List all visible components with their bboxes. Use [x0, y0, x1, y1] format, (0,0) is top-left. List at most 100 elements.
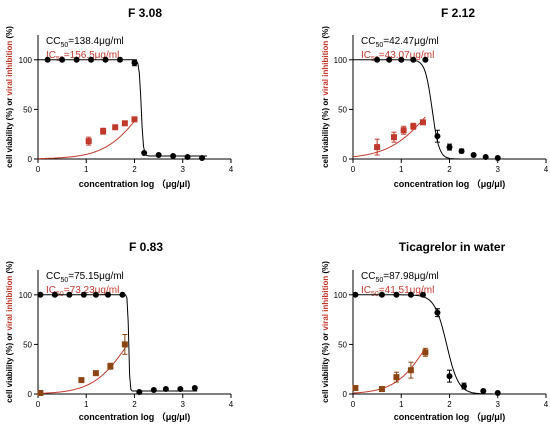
chart-panel-3: F 0.83 0 50 100 0 1 2 3 4 concentration log （μg/μ… — [5, 240, 234, 422]
ic50-annotation: IC50=156.5μg/ml — [46, 50, 119, 63]
y-axis-label-part: (%) — [321, 261, 330, 276]
fit-curve-viability — [353, 294, 498, 395]
data-point-viability — [37, 291, 44, 298]
data-point-viability — [117, 56, 124, 63]
x-axis-label: concentration log （μg/μl) — [394, 412, 506, 422]
data-point-inhibition — [352, 385, 359, 392]
data-point-inhibition — [112, 124, 119, 131]
data-point-viability — [66, 291, 73, 298]
y-axis-label-part: cell viability (%) or — [5, 95, 14, 167]
data-point-viability — [434, 309, 441, 316]
data-point-viability — [184, 154, 191, 161]
data-point-inhibition — [410, 123, 417, 130]
y-axis-label-part: (%) — [5, 26, 14, 41]
cc50-prefix: CC — [361, 271, 375, 282]
y-axis-label-part: viral inhibition — [321, 41, 330, 96]
data-point-viability — [162, 386, 169, 393]
y-tick-label: 0 — [28, 155, 33, 164]
ic50-value: =41.51μg/ml — [379, 285, 435, 296]
cc50-annotation: CC50=42.47μg/ml — [361, 36, 439, 49]
cc50-value: =42.47μg/ml — [383, 36, 439, 47]
x-tick-label: 1 — [399, 400, 404, 409]
data-point-viability — [88, 56, 95, 63]
data-point-viability — [460, 383, 467, 390]
data-point-viability — [386, 56, 393, 63]
data-point-viability — [398, 56, 405, 63]
data-point-viability — [419, 291, 426, 298]
data-point-inhibition — [407, 367, 414, 374]
x-tick-label: 0 — [36, 400, 41, 409]
x-tick-label: 1 — [399, 165, 404, 174]
cc50-prefix: CC — [361, 36, 375, 47]
cc50-prefix: CC — [46, 271, 60, 282]
y-tick-label: 100 — [19, 291, 33, 300]
cc50-prefix: CC — [46, 36, 60, 47]
data-point-inhibition — [121, 120, 128, 127]
data-point-viability — [141, 150, 148, 157]
data-point-viability — [407, 291, 414, 298]
cc50-value: =87.98μg/ml — [383, 271, 439, 282]
y-axis-label-part: viral inhibition — [5, 41, 14, 96]
data-point-viability — [480, 388, 487, 395]
fit-curve-viability — [38, 59, 207, 157]
y-tick-label: 50 — [23, 340, 32, 349]
x-tick-label: 2 — [447, 165, 452, 174]
data-point-viability — [177, 386, 184, 393]
data-point-viability — [422, 56, 429, 63]
data-point-viability — [102, 56, 109, 63]
x-tick-label: 0 — [351, 400, 356, 409]
ic50-prefix: IC — [361, 50, 371, 61]
y-axis-label-part: viral inhibition — [321, 276, 330, 331]
x-tick-label: 4 — [229, 165, 234, 174]
x-tick-label: 4 — [229, 400, 234, 409]
x-tick-label: 2 — [132, 165, 137, 174]
data-point-viability — [410, 56, 417, 63]
y-tick-label: 0 — [28, 390, 33, 399]
data-point-inhibition — [391, 134, 398, 141]
x-tick-label: 1 — [84, 400, 89, 409]
data-point-viability — [446, 144, 453, 151]
data-point-viability — [104, 291, 111, 298]
fit-curve-inhibition — [353, 116, 426, 158]
data-point-viability — [51, 291, 58, 298]
y-axis-label-part: (%) — [5, 261, 14, 276]
fit-curve-inhibition — [38, 344, 128, 394]
chart-panel-1: F 3.08 0 50 100 0 1 2 3 4 concentration log （μg/μ… — [5, 6, 234, 189]
cc50-subscript: 50 — [375, 277, 383, 284]
data-point-viability — [374, 56, 381, 63]
data-point-viability — [494, 390, 501, 397]
x-tick-label: 3 — [181, 165, 186, 174]
ic50-prefix: IC — [361, 285, 371, 296]
data-point-viability — [199, 155, 206, 162]
ic50-value: =43.07μg/ml — [379, 50, 435, 61]
data-point-inhibition — [78, 377, 85, 384]
chart-title: Ticagrelor in water — [399, 240, 506, 254]
ic50-value: =73.23μg/ml — [64, 285, 120, 296]
fit-curve-inhibition — [352, 347, 426, 394]
ic50-prefix: IC — [46, 50, 56, 61]
data-point-inhibition — [419, 119, 426, 126]
data-point-viability — [136, 389, 143, 396]
y-axis-label: cell viability (%) or viral inhibition (… — [5, 261, 14, 403]
fit-curve-inhibition — [38, 117, 138, 160]
x-tick-label: 1 — [84, 165, 89, 174]
cc50-annotation: CC50=138.4μg/ml — [46, 36, 124, 49]
data-point-viability — [191, 385, 198, 392]
data-point-inhibition — [85, 138, 92, 145]
data-point-viability — [378, 291, 385, 298]
y-axis-label-part: cell viability (%) or — [5, 330, 14, 402]
data-point-viability — [119, 291, 126, 298]
ic50-value: =156.5μg/ml — [64, 50, 120, 61]
data-point-viability — [393, 291, 400, 298]
data-point-viability — [73, 56, 80, 63]
x-tick-label: 2 — [447, 400, 452, 409]
data-point-viability — [44, 56, 51, 63]
data-point-viability — [170, 153, 177, 160]
data-point-inhibition — [393, 374, 400, 381]
cc50-subscript: 50 — [60, 277, 68, 284]
data-point-viability — [131, 59, 138, 66]
y-tick-label: 0 — [343, 155, 348, 164]
data-point-inhibition — [422, 349, 429, 356]
y-axis-label-part: viral inhibition — [5, 276, 14, 331]
